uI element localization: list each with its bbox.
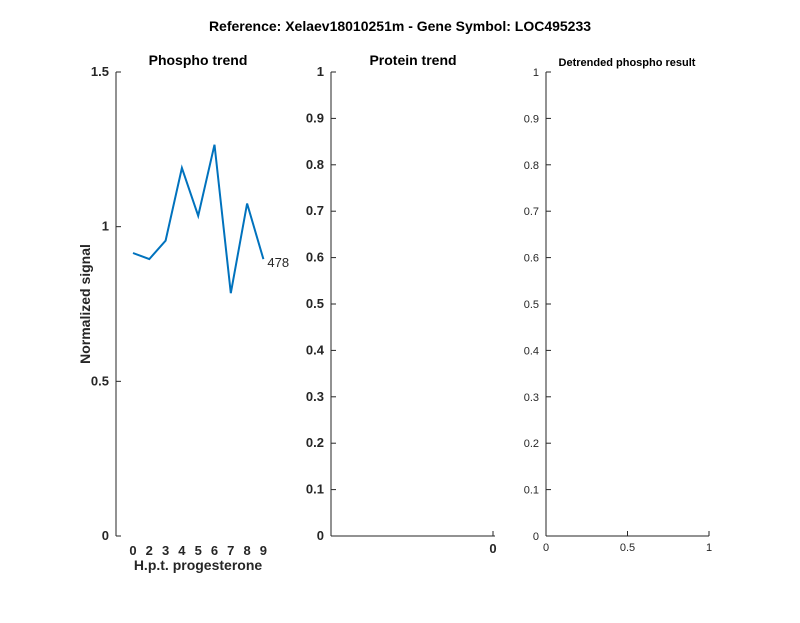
protein-y-tick-label: 0.4: [306, 342, 325, 357]
protein-y-tick-label: 0.3: [306, 389, 324, 404]
phospho-x-tick-label: 6: [211, 543, 218, 558]
detrended-y-tick-label: 0.3: [524, 392, 539, 404]
protein-y-tick-label: 0.8: [306, 157, 324, 172]
detrended-y-tick-label: 0.4: [524, 345, 539, 357]
phospho-trend-title: Phospho trend: [149, 52, 248, 68]
detrended-phospho-title: Detrended phospho result: [559, 57, 696, 69]
phospho-x-tick-label: 5: [195, 543, 202, 558]
protein-y-tick-label: 0.5: [306, 296, 324, 311]
phospho-x-tick-label: 0: [129, 543, 136, 558]
detrended-y-tick-label: 0.2: [524, 438, 539, 450]
protein-x-tick-label: 0: [489, 541, 496, 556]
phospho-y-tick-label: 1.5: [91, 64, 109, 79]
phospho-x-tick-label: 4: [178, 543, 186, 558]
protein-trend-title: Protein trend: [369, 52, 456, 68]
detrended-y-tick-label: 0: [533, 531, 539, 543]
protein-trend-panel: Protein trend 0 0.1 0.2 0.3 0.4 0.5 0.6 0.7 0.8 0…: [306, 52, 497, 556]
detrended-y-tick-label: 0.8: [524, 160, 539, 172]
protein-y-tick-label: 1: [317, 64, 324, 79]
phospho-y-tick-label: 1: [102, 219, 109, 234]
figure-suptitle: Reference: Xelaev18010251m - Gene Symbol…: [209, 18, 591, 34]
phospho-x-tick-label: 7: [227, 543, 234, 558]
detrended-y-tick-label: 0.6: [524, 253, 539, 265]
protein-y-tick-label: 0.7: [306, 203, 324, 218]
phospho-y-axis-label: Normalized signal: [77, 244, 93, 364]
protein-y-tick-label: 0.2: [306, 435, 324, 450]
phospho-series-line: [133, 145, 263, 294]
phospho-x-tick-label: 9: [260, 543, 267, 558]
protein-y-tick-label: 0.1: [306, 482, 324, 497]
phospho-series: [133, 145, 264, 294]
phospho-x-tick-label: 3: [162, 543, 169, 558]
detrended-y-ticks: 0 0.1 0.2 0.3 0.4 0.5 0.6 0.7 0.8 0.9 1: [524, 67, 551, 543]
detrended-y-tick-label: 0.5: [524, 299, 539, 311]
phospho-y-tick-label: 0: [102, 528, 109, 543]
detrended-y-tick-label: 1: [533, 67, 539, 79]
detrended-y-tick-label: 0.9: [524, 113, 539, 125]
detrended-phospho-panel: Detrended phospho result 0 0.1 0.2 0.3 0.4 0.…: [524, 57, 712, 554]
detrended-x-tick-label: 1: [706, 542, 712, 554]
protein-y-tick-label: 0.6: [306, 250, 324, 265]
detrended-x-tick-label: 0: [543, 542, 549, 554]
protein-x-ticks: 0: [489, 531, 496, 556]
detrended-y-tick-label: 0.7: [524, 206, 539, 218]
phospho-y-tick-label: 0.5: [91, 373, 109, 388]
detrended-y-tick-label: 0.1: [524, 485, 539, 497]
detrended-x-tick-label: 0.5: [620, 542, 635, 554]
phospho-peptide-annotation: 478: [267, 255, 289, 270]
phospho-x-tick-label: 8: [243, 543, 250, 558]
phospho-x-tick-label: 2: [146, 543, 153, 558]
protein-y-tick-label: 0: [317, 528, 324, 543]
protein-y-tick-label: 0.9: [306, 110, 324, 125]
phospho-x-axis-label: H.p.t. progesterone: [134, 557, 263, 573]
